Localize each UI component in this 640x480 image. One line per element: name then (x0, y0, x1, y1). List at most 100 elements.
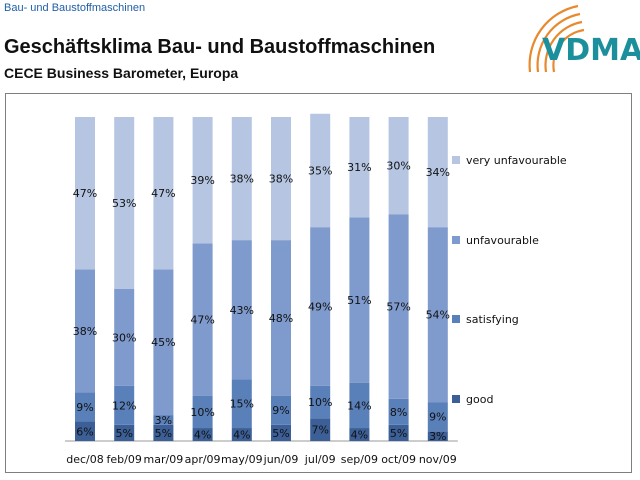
stacked-bar-chart: 6%9%38%47%dec/085%12%30%53%feb/095%3%45%… (65, 113, 567, 466)
bar-unfavourable-sep-09 (349, 217, 370, 383)
bar-satisfying-jul-09 (310, 385, 331, 419)
data-label: 5% (115, 427, 132, 440)
bar-satisfying-may-09 (231, 379, 252, 429)
data-label: 43% (230, 304, 254, 317)
x-tick-label: jun/09 (263, 453, 299, 466)
x-tick-label: nov/09 (419, 453, 457, 466)
bar-unfavourable-may-09 (231, 240, 252, 380)
bar-good-dec-08 (75, 421, 95, 441)
bar-unfavourable-nov-09 (427, 227, 448, 403)
bar-good-sep-09 (349, 428, 370, 441)
bar-unfavourable-oct-09 (388, 214, 409, 399)
bar-very-unfavourable-feb-09 (114, 117, 135, 289)
data-label: 47% (151, 187, 175, 200)
bar-satisfying-jun-09 (271, 395, 291, 425)
data-label: 48% (269, 312, 293, 325)
data-label: 3% (155, 414, 172, 427)
data-label: 47% (190, 314, 214, 327)
page-title: Geschäftsklima Bau- und Baustoffmaschine… (4, 36, 436, 58)
data-label: 15% (230, 398, 254, 411)
data-label: 10% (190, 406, 214, 419)
data-label: 9% (272, 404, 289, 417)
data-label: 34% (426, 166, 450, 179)
data-label: 30% (112, 331, 136, 344)
bar-very-unfavourable-mar-09 (153, 117, 174, 270)
bar-good-may-09 (231, 428, 252, 441)
bar-unfavourable-apr-09 (192, 243, 213, 396)
data-label: 9% (76, 401, 93, 414)
legend-label: satisfying (466, 313, 519, 326)
bar-unfavourable-dec-08 (75, 269, 95, 393)
data-label: 51% (347, 294, 371, 307)
bar-satisfying-oct-09 (388, 398, 409, 425)
data-label: 14% (347, 399, 371, 412)
data-label: 3% (429, 430, 446, 443)
legend-swatch-good (452, 395, 460, 403)
bar-good-jul-09 (310, 418, 331, 441)
data-label: 4% (233, 429, 250, 442)
bar-unfavourable-feb-09 (114, 288, 135, 386)
section-label: Bau- und Baustoffmaschinen (4, 2, 146, 14)
x-tick-label: mar/09 (144, 453, 184, 466)
data-label: 30% (386, 160, 410, 173)
x-tick-label: oct/09 (381, 453, 416, 466)
bar-very-unfavourable-dec-08 (75, 117, 95, 270)
data-label: 5% (155, 427, 172, 440)
x-tick-label: dec/08 (66, 453, 104, 466)
bar-unfavourable-jul-09 (310, 227, 331, 386)
bar-satisfying-mar-09 (153, 415, 174, 425)
data-label: 38% (230, 173, 254, 186)
legend-swatch-very-unfavourable (452, 156, 460, 164)
data-label: 38% (269, 173, 293, 186)
bar-satisfying-apr-09 (192, 395, 213, 429)
data-label: 45% (151, 336, 175, 349)
vdma-logo: VDMA (528, 4, 640, 73)
bar-satisfying-nov-09 (427, 402, 448, 432)
logo-text: VDMA (542, 33, 640, 68)
bar-good-apr-09 (192, 428, 213, 441)
legend-label: very unfavourable (466, 154, 567, 167)
data-label: 39% (190, 174, 214, 187)
data-label: 4% (351, 429, 368, 442)
bar-very-unfavourable-jul-09 (310, 113, 331, 228)
data-label: 12% (112, 399, 136, 412)
bar-very-unfavourable-oct-09 (388, 117, 409, 215)
data-label: 6% (76, 425, 93, 438)
data-label: 57% (386, 301, 410, 314)
logo-arcs-icon (528, 4, 585, 73)
data-label: 5% (272, 427, 289, 440)
bar-very-unfavourable-apr-09 (192, 117, 213, 244)
bar-unfavourable-jun-09 (271, 240, 291, 396)
bar-good-feb-09 (114, 424, 135, 441)
bar-good-nov-09 (427, 431, 448, 441)
bar-very-unfavourable-jun-09 (271, 117, 291, 241)
data-label: 31% (347, 161, 371, 174)
data-label: 4% (194, 429, 211, 442)
data-label: 49% (308, 301, 332, 314)
bar-good-jun-09 (271, 424, 291, 441)
x-tick-label: may/09 (221, 453, 263, 466)
data-label: 9% (429, 411, 446, 424)
x-tick-label: feb/09 (107, 453, 142, 466)
legend-label: unfavourable (466, 234, 539, 247)
bar-very-unfavourable-sep-09 (349, 117, 370, 218)
bar-very-unfavourable-nov-09 (427, 117, 448, 228)
x-tick-label: sep/09 (341, 453, 378, 466)
bar-good-mar-09 (153, 424, 174, 441)
data-label: 54% (426, 309, 450, 322)
page-subtitle: CECE Business Barometer, Europa (4, 65, 239, 81)
data-label: 8% (390, 406, 407, 419)
data-label: 10% (308, 396, 332, 409)
data-label: 35% (308, 164, 332, 177)
bar-unfavourable-mar-09 (153, 269, 174, 416)
x-tick-label: apr/09 (185, 453, 221, 466)
data-label: 53% (112, 197, 136, 210)
data-label: 47% (73, 187, 97, 200)
legend-swatch-unfavourable (452, 236, 460, 244)
x-tick-label: jul/09 (304, 453, 336, 466)
bar-satisfying-dec-08 (75, 392, 95, 422)
data-label: 7% (311, 424, 328, 437)
legend-label: good (466, 393, 493, 406)
chart-frame: 6% 9% 38% 47% dec/08 5% 12% 30% 53% feb/09 5% 3% 45%… (5, 93, 632, 473)
bar-satisfying-feb-09 (114, 385, 135, 425)
